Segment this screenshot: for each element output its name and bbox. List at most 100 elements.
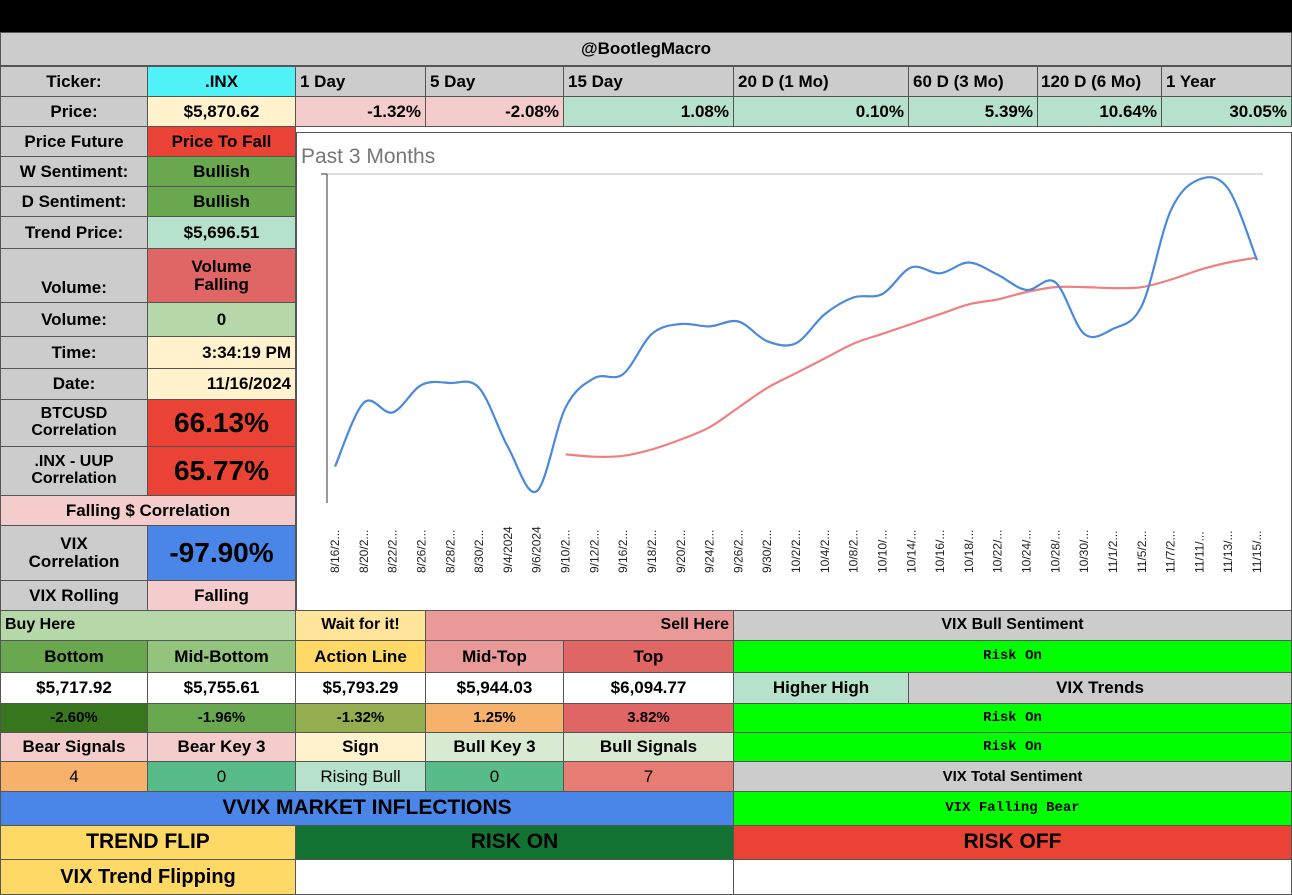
- level-mid-top: Mid-Top: [425, 640, 564, 673]
- chart-x-tick-label: 10/8/2...: [847, 530, 861, 573]
- d-sentiment-value: Bullish: [147, 186, 296, 217]
- chart-x-tick-label: 11/15/...: [1250, 531, 1264, 573]
- ticker-value[interactable]: .INX: [147, 66, 296, 97]
- chart-series-group: [333, 176, 1259, 494]
- price-label: Price:: [0, 96, 148, 127]
- period-1year: 1 Year: [1161, 66, 1292, 97]
- chart-x-tick-label: 10/18/...: [962, 530, 976, 573]
- pct-top: 3.82%: [563, 703, 734, 733]
- top-bar: [0, 0, 1292, 32]
- ticker-label: Ticker:: [0, 66, 148, 97]
- chart-x-tick-label: 10/30/...: [1077, 530, 1091, 573]
- chart-x-tick-label: 9/16/2...: [616, 530, 630, 573]
- chart-x-tick-label: 9/4/2024: [501, 526, 515, 573]
- vix-risk-on-1: Risk On: [733, 640, 1292, 673]
- bear-key3-label: Bear Key 3: [147, 732, 296, 762]
- vix-total-sentiment-label: VIX Total Sentiment: [733, 761, 1292, 792]
- bull-signals-label: Bull Signals: [563, 732, 734, 762]
- bull-key3-value: 0: [425, 761, 564, 792]
- price-bottom: $5,717.92: [0, 672, 148, 704]
- sign-label: Sign: [295, 732, 426, 762]
- trend-price-label: Trend Price:: [0, 216, 148, 249]
- period-120d: 120 D (6 Mo): [1037, 66, 1162, 97]
- bear-signals-value: 4: [0, 761, 148, 792]
- chart-x-tick-label: 10/16/...: [933, 530, 947, 573]
- vix-risk-on-3: Risk On: [733, 732, 1292, 762]
- sign-value: Rising Bull: [295, 761, 426, 792]
- header-title: @BootlegMacro: [0, 32, 1292, 66]
- level-top: Top: [563, 640, 734, 673]
- price-future-label: Price Future: [0, 126, 148, 157]
- pct-mid-bottom: -1.96%: [147, 703, 296, 733]
- higher-high: Higher High: [733, 672, 909, 704]
- trend-flip: TREND FLIP: [0, 825, 296, 860]
- period-60d: 60 D (3 Mo): [908, 66, 1038, 97]
- chart-x-tick-label: 10/4/2...: [818, 530, 832, 573]
- volume-label: Volume:: [0, 302, 148, 337]
- vix-falling-bear: VIX Falling Bear: [733, 791, 1292, 826]
- chart-x-tick-label: 8/20/2...: [357, 530, 371, 573]
- date-value: 11/16/2024: [147, 368, 296, 400]
- chart-x-tick-label: 10/14/...: [904, 530, 918, 573]
- chart-x-tick-label: 10/10/...: [875, 530, 889, 573]
- falling-correlation: Falling $ Correlation: [0, 495, 296, 526]
- price-future-value: Price To Fall: [147, 126, 296, 157]
- sell-here-label: Sell Here: [425, 610, 734, 641]
- change-5day: -2.08%: [425, 96, 564, 127]
- volume-value: 0: [147, 302, 296, 337]
- time-value: 3:34:19 PM: [147, 336, 296, 369]
- uup-corr-value: 65.77%: [147, 446, 296, 496]
- vix-corr-label: VIX Correlation: [0, 525, 148, 581]
- chart-x-tick-label: 11/13/...: [1221, 531, 1235, 573]
- change-120d: 10.64%: [1037, 96, 1162, 127]
- vix-trends-label: VIX Trends: [908, 672, 1292, 704]
- empty-cell-middle: [295, 859, 734, 895]
- vvix-inflections-title: VVIX MARKET INFLECTIONS: [0, 791, 734, 826]
- price-chart[interactable]: Past 3 Months 8/16/2... 8/20/2... 8/22/2..…: [296, 132, 1292, 611]
- bull-signals-value: 7: [563, 761, 734, 792]
- price-mid-top: $5,944.03: [425, 672, 564, 704]
- btc-corr-label: BTCUSD Correlation: [0, 399, 148, 447]
- risk-on: RISK ON: [295, 825, 734, 860]
- date-label: Date:: [0, 368, 148, 400]
- price-top: $6,094.77: [563, 672, 734, 704]
- btc-corr-value: 66.13%: [147, 399, 296, 447]
- vix-corr-value: -97.90%: [147, 525, 296, 581]
- time-label: Time:: [0, 336, 148, 369]
- change-60d: 5.39%: [908, 96, 1038, 127]
- price-action-line: $5,793.29: [295, 672, 426, 704]
- w-sentiment-value: Bullish: [147, 156, 296, 187]
- level-bottom: Bottom: [0, 640, 148, 673]
- volume-trend-label: Volume:: [0, 248, 148, 303]
- chart-x-tick-label: 8/28/2...: [443, 530, 457, 573]
- period-15day: 15 Day: [563, 66, 734, 97]
- chart-x-tick-label: 11/7/2...: [1164, 531, 1178, 573]
- chart-x-tick-label: 9/12/2...: [587, 530, 601, 573]
- vix-rolling-label: VIX Rolling: [0, 580, 148, 611]
- chart-x-tick-label: 8/30/2...: [472, 530, 486, 573]
- vix-risk-on-2: Risk On: [733, 703, 1292, 733]
- chart-x-tick-label: 10/24/...: [1020, 530, 1034, 573]
- chart-series-line-1: [565, 256, 1258, 458]
- uup-corr-label: .INX - UUP Correlation: [0, 446, 148, 496]
- chart-x-tick-label: 9/30/2...: [760, 530, 774, 573]
- bear-key3-value: 0: [147, 761, 296, 792]
- vix-rolling-value: Falling: [147, 580, 296, 611]
- chart-x-tick-label: 8/22/2...: [386, 530, 400, 573]
- chart-x-tick-label: 11/11/...: [1192, 531, 1206, 573]
- bull-key3-label: Bull Key 3: [425, 732, 564, 762]
- chart-series-line-0: [333, 176, 1259, 494]
- change-20d: 0.10%: [733, 96, 909, 127]
- period-20d: 20 D (1 Mo): [733, 66, 909, 97]
- chart-x-tick-label: 9/10/2...: [559, 530, 573, 573]
- buy-here-label: Buy Here: [0, 610, 296, 641]
- chart-x-tick-label: 10/22/...: [991, 530, 1005, 573]
- chart-x-labels: 8/16/2... 8/20/2... 8/22/2... 8/26/2... 8/28…: [328, 526, 1264, 573]
- chart-x-tick-label: 10/28/...: [1048, 530, 1062, 573]
- chart-x-tick-label: 10/2/2...: [789, 530, 803, 573]
- vix-trend-flipping: VIX Trend Flipping: [0, 859, 296, 895]
- change-1day: -1.32%: [295, 96, 426, 127]
- risk-off: RISK OFF: [733, 825, 1292, 860]
- chart-x-tick-label: 8/26/2...: [414, 530, 428, 573]
- chart-x-tick-label: 8/16/2...: [328, 530, 342, 573]
